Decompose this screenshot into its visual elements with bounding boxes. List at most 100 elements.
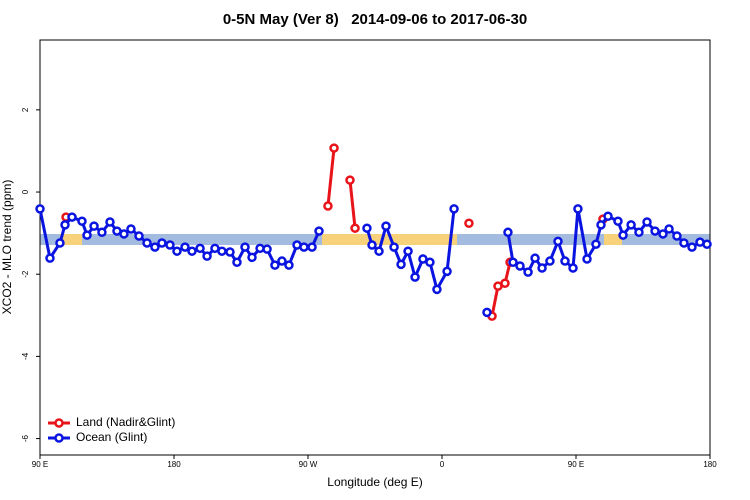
data-point — [172, 246, 182, 256]
x-tick-label: 180 — [703, 460, 717, 469]
data-point — [658, 229, 668, 239]
data-point — [232, 257, 242, 268]
y-tick-label: -2 — [21, 270, 30, 278]
data-point — [45, 253, 55, 263]
data-point — [134, 231, 144, 241]
data-point — [523, 267, 533, 277]
data-point — [515, 261, 525, 271]
series-line — [348, 179, 357, 229]
data-point — [591, 239, 601, 249]
data-point — [284, 260, 294, 270]
data-point — [329, 143, 339, 153]
data-point — [425, 257, 435, 268]
y-tick-label: -4 — [21, 352, 30, 360]
band-land — [322, 234, 457, 245]
data-point — [508, 257, 518, 268]
data-point — [142, 238, 152, 248]
data-point — [573, 204, 583, 214]
data-point — [568, 263, 578, 273]
x-tick-label: 90 E — [568, 460, 584, 469]
data-point — [464, 218, 474, 229]
x-axis-label: Longitude (deg E) — [327, 475, 422, 489]
data-point — [262, 244, 272, 254]
data-point — [217, 246, 227, 256]
data-point — [679, 238, 689, 248]
data-point — [500, 278, 510, 288]
data-point — [560, 256, 570, 266]
data-point — [664, 224, 674, 234]
data-point — [55, 238, 65, 248]
x-tick-label: 0 — [440, 460, 445, 469]
data-point — [67, 212, 77, 222]
data-point — [247, 252, 257, 263]
data-point — [277, 256, 287, 266]
legend-marker — [54, 433, 64, 443]
legend-label: Land (Nadir&Glint) — [76, 415, 175, 429]
data-point — [545, 256, 555, 266]
data-point — [126, 224, 136, 234]
data-point — [396, 259, 406, 270]
x-tick-label: 90 W — [299, 460, 318, 469]
data-point — [374, 246, 384, 256]
data-point — [403, 246, 413, 256]
data-point — [77, 216, 87, 226]
data-point — [537, 263, 547, 273]
data-point — [603, 211, 613, 222]
data-point — [105, 217, 115, 227]
data-point — [187, 246, 197, 256]
data-point — [503, 227, 513, 238]
data-point — [432, 284, 442, 295]
data-point — [702, 239, 712, 249]
data-point — [307, 242, 317, 252]
data-point — [60, 220, 70, 230]
series-line — [326, 147, 336, 207]
data-point — [613, 216, 623, 226]
data-point — [97, 227, 107, 238]
data-point — [180, 242, 190, 252]
data-point — [314, 226, 324, 236]
data-point — [225, 247, 235, 257]
data-point — [381, 221, 391, 231]
data-point — [449, 204, 459, 214]
y-tick-label: 0 — [21, 189, 30, 194]
data-point — [350, 223, 360, 233]
data-point — [642, 217, 652, 227]
y-tick-label: -6 — [21, 434, 30, 442]
band-land — [60, 234, 82, 245]
chart-title: 0-5N May (Ver 8) 2014-09-06 to 2017-06-3… — [223, 11, 527, 28]
data-point — [240, 242, 250, 252]
data-point — [410, 272, 420, 282]
data-point — [150, 242, 160, 252]
data-point — [618, 230, 628, 240]
data-point — [389, 242, 399, 252]
y-axis-label: XCO2 - MLO trend (ppm) — [0, 180, 14, 315]
data-point — [362, 223, 372, 233]
data-point — [442, 266, 452, 277]
data-point — [582, 254, 592, 264]
data-point — [367, 240, 377, 250]
data-point — [270, 260, 280, 270]
data-point — [35, 204, 45, 214]
data-point — [82, 230, 92, 240]
data-point — [634, 227, 644, 238]
data-point — [195, 243, 205, 254]
data-point — [687, 242, 697, 252]
data-point — [482, 307, 492, 318]
data-point — [89, 221, 99, 231]
x-tick-label: 180 — [167, 460, 181, 469]
data-point — [157, 238, 167, 248]
data-point — [202, 251, 212, 261]
series-line — [506, 208, 708, 275]
reference-band — [40, 234, 710, 245]
legend-label: Ocean (Glint) — [76, 430, 147, 444]
data-point — [323, 201, 333, 211]
legend-marker — [54, 418, 64, 428]
data-point — [672, 231, 682, 241]
x-tick-label: 90 E — [32, 460, 48, 469]
data-point — [345, 175, 355, 185]
data-point — [530, 253, 540, 263]
data-point — [626, 220, 636, 230]
data-point — [165, 240, 175, 250]
